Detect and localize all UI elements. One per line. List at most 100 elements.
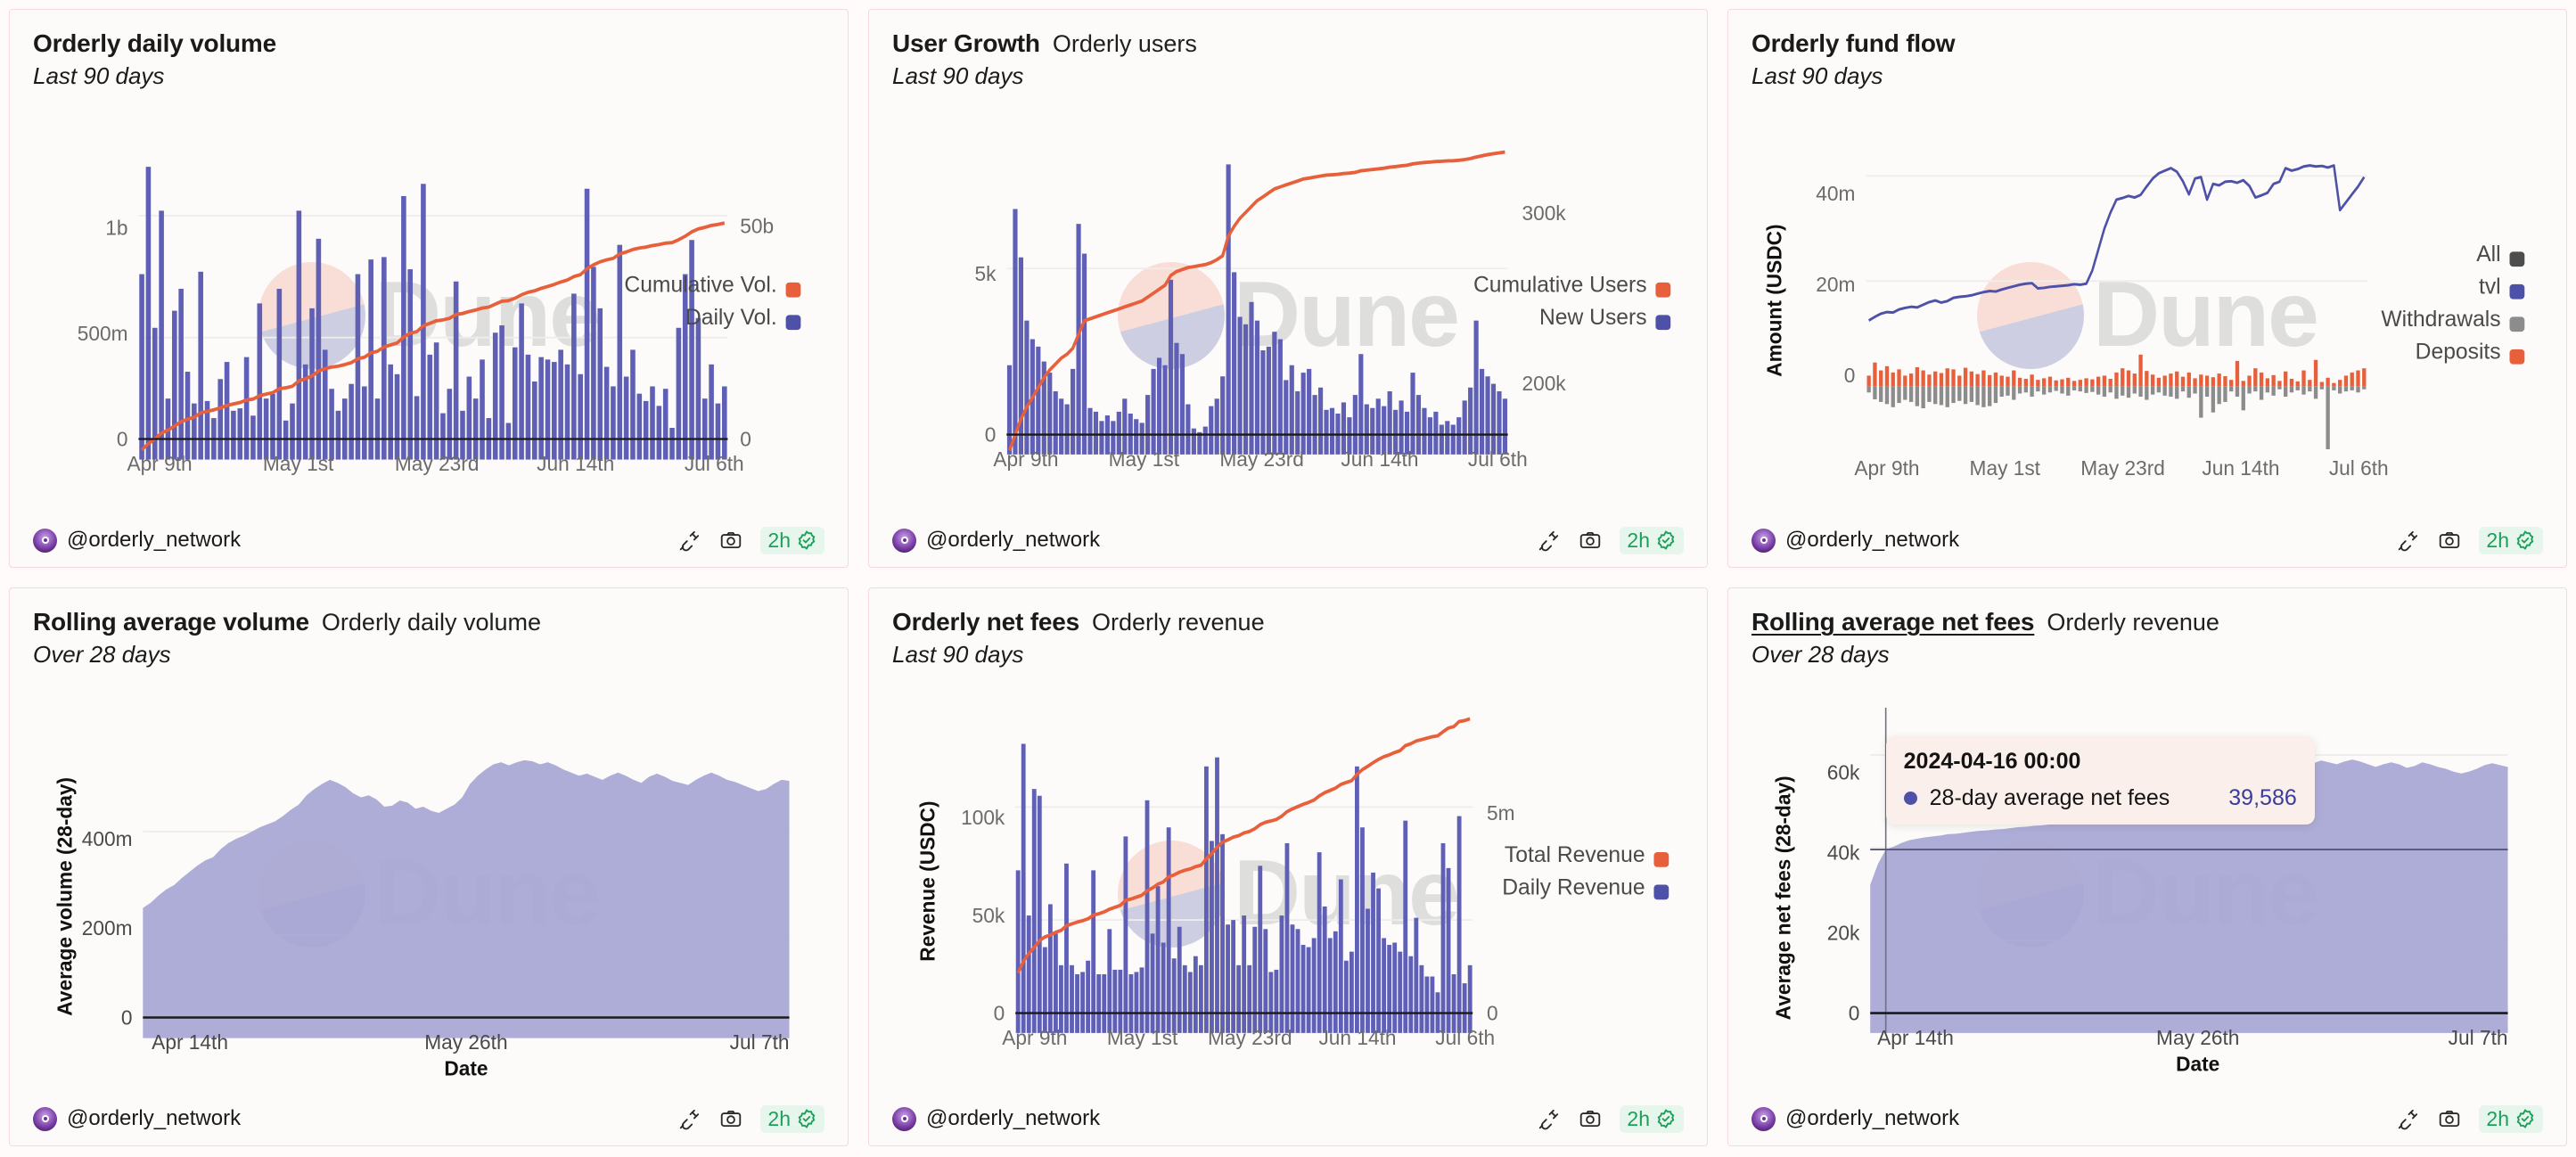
chart-axes-svg: 0 50k 100k 0 5m Revenue (USDC) Apr 9th May 1st M… — [915, 800, 1669, 1049]
orderly-avatar-icon — [33, 528, 57, 553]
card-period: Last 90 days — [892, 62, 1024, 89]
refresh-age-label: 2h — [767, 528, 791, 552]
svg-text:400m: 400m — [82, 827, 133, 850]
chart-axes-svg: 0 200m 400m Average volume (28-day) Apr 14th… — [53, 777, 790, 1080]
chart-axes-svg: 0 20k 40k 60k Average net fees (28-day) Apr 1… — [1771, 761, 2508, 1076]
footer-author[interactable]: @orderly_network — [892, 528, 1100, 553]
camera-icon[interactable] — [1579, 1107, 1602, 1130]
unplug-icon[interactable] — [678, 529, 701, 552]
unplug-icon[interactable] — [2397, 529, 2420, 552]
footer-author[interactable]: @orderly_network — [33, 528, 241, 553]
svg-text:40k: 40k — [1827, 841, 1860, 865]
author-handle[interactable]: @orderly_network — [67, 1106, 242, 1130]
footer-author[interactable]: @orderly_network — [892, 1106, 1100, 1131]
unplug-icon[interactable] — [2397, 1107, 2420, 1130]
camera-icon[interactable] — [719, 1107, 742, 1130]
author-handle[interactable]: @orderly_network — [67, 528, 242, 552]
svg-text:Total Revenue: Total Revenue — [1505, 843, 1645, 867]
card-header: User Growth Orderly users Last 90 days — [892, 29, 1684, 90]
svg-text:0: 0 — [117, 427, 128, 450]
svg-text:Jul 6th: Jul 6th — [2329, 456, 2389, 480]
card-subtitle[interactable]: Orderly daily volume — [321, 609, 542, 636]
svg-text:May 23rd: May 23rd — [395, 452, 480, 475]
refresh-status-badge[interactable]: 2h — [2479, 1104, 2543, 1133]
card-title[interactable]: User Growth — [892, 29, 1040, 57]
card-rolling-average-volume[interactable]: Rolling average volume Orderly daily vol… — [9, 587, 849, 1146]
card-title[interactable]: Orderly daily volume — [33, 29, 276, 57]
svg-text:tvl: tvl — [2479, 275, 2501, 300]
svg-text:0: 0 — [121, 1005, 133, 1029]
camera-icon[interactable] — [2438, 529, 2461, 552]
svg-text:200m: 200m — [82, 916, 133, 940]
refresh-age-label: 2h — [767, 1106, 791, 1130]
footer-author[interactable]: @orderly_network — [33, 1106, 241, 1131]
chart-axes-svg: 0 20m 40m Amount (USDC) Apr 9th May 1st May 23… — [1763, 182, 2525, 480]
footer-author[interactable]: @orderly_network — [1752, 1106, 1959, 1131]
svg-text:Jun 14th: Jun 14th — [1318, 1026, 1396, 1049]
card-orderly-fund-flow[interactable]: Orderly fund flow Last 90 days Dune 0 20m… — [1727, 9, 2567, 568]
author-handle[interactable]: @orderly_network — [926, 528, 1101, 552]
camera-icon[interactable] — [2438, 1107, 2461, 1130]
footer-actions: 2h — [1538, 526, 1684, 554]
svg-text:Jul 6th: Jul 6th — [685, 452, 744, 475]
plot-area[interactable]: Dune 0 500m 1b 0 50b Apr 9th May 1st May 23rd Ju… — [33, 94, 824, 521]
card-period: Last 90 days — [1752, 62, 1883, 89]
chart-svg — [138, 167, 728, 460]
card-title[interactable]: Orderly net fees — [892, 608, 1079, 636]
card-subtitle[interactable]: Orderly revenue — [2047, 609, 2219, 636]
footer-actions: 2h — [1538, 1104, 1684, 1133]
svg-text:Date: Date — [2176, 1053, 2219, 1076]
title-row: Rolling average volume Orderly daily vol… — [33, 608, 824, 636]
plot-area[interactable]: Dune 0 50k 100k 0 5m Revenue (USDC) Apr 9th May… — [892, 672, 1684, 1099]
svg-text:500m: 500m — [78, 322, 128, 345]
orderly-avatar-icon — [33, 1106, 57, 1131]
chart-axes-svg: 0 5k 200k 300k Apr 9th May 1st May 23rd Jun 14t… — [974, 201, 1671, 471]
card-subtitle[interactable]: Orderly revenue — [1092, 609, 1265, 636]
card-subtitle[interactable]: Orderly users — [1052, 30, 1197, 57]
card-title[interactable]: Orderly fund flow — [1752, 29, 1956, 57]
card-footer: @orderly_network 2h — [1752, 1101, 2543, 1136]
author-handle[interactable]: @orderly_network — [1785, 1106, 1960, 1130]
svg-text:Daily Vol.: Daily Vol. — [685, 306, 777, 330]
svg-text:Daily Revenue: Daily Revenue — [1502, 875, 1645, 899]
svg-text:Cumulative Vol.: Cumulative Vol. — [624, 274, 776, 298]
card-orderly-net-fees[interactable]: Orderly net fees Orderly revenue Last 90… — [868, 587, 1708, 1146]
orderly-avatar-icon — [892, 1106, 916, 1131]
card-period: Last 90 days — [33, 62, 165, 89]
footer-author[interactable]: @orderly_network — [1752, 528, 1959, 553]
svg-text:20m: 20m — [1816, 273, 1855, 296]
refresh-status-badge[interactable]: 2h — [1620, 1104, 1684, 1133]
refresh-age-label: 2h — [2486, 528, 2509, 552]
plot-area[interactable]: Dune 0 20m 40m Amount (USDC) Apr 9th May 1st M… — [1752, 94, 2543, 521]
unplug-icon[interactable] — [678, 1107, 701, 1130]
plot-area[interactable]: Dune 0 5k 200k 300k Apr 9th May 1st May 23rd Ju… — [892, 94, 1684, 521]
card-orderly-daily-volume[interactable]: Orderly daily volume Last 90 days Dune 0… — [9, 9, 849, 568]
card-title[interactable]: Rolling average volume — [33, 608, 309, 636]
svg-text:May 1st: May 1st — [263, 452, 334, 475]
camera-icon[interactable] — [1579, 529, 1602, 552]
camera-icon[interactable] — [719, 529, 742, 552]
chart-svg — [143, 759, 790, 1038]
refresh-age-label: 2h — [1627, 528, 1650, 552]
card-user-growth[interactable]: User Growth Orderly users Last 90 days D… — [868, 9, 1708, 568]
author-handle[interactable]: @orderly_network — [1785, 528, 1960, 552]
unplug-icon[interactable] — [1538, 529, 1561, 552]
card-footer: @orderly_network 2h — [33, 522, 824, 558]
unplug-icon[interactable] — [1538, 1107, 1561, 1130]
author-handle[interactable]: @orderly_network — [926, 1106, 1101, 1130]
refresh-status-badge[interactable]: 2h — [760, 1104, 824, 1133]
verified-check-icon — [1657, 1109, 1675, 1128]
svg-text:New Users: New Users — [1539, 306, 1647, 330]
card-title[interactable]: Rolling average net fees — [1752, 608, 2035, 636]
svg-text:Jul 7th: Jul 7th — [730, 1030, 790, 1054]
card-rolling-average-net-fees[interactable]: Rolling average net fees Orderly revenue… — [1727, 587, 2567, 1146]
footer-actions: 2h — [678, 1104, 824, 1133]
refresh-status-badge[interactable]: 2h — [1620, 526, 1684, 554]
card-header: Orderly fund flow Last 90 days — [1752, 29, 2543, 90]
refresh-status-badge[interactable]: 2h — [2479, 526, 2543, 554]
refresh-status-badge[interactable]: 2h — [760, 526, 824, 554]
svg-text:Jul 6th: Jul 6th — [1435, 1026, 1495, 1049]
